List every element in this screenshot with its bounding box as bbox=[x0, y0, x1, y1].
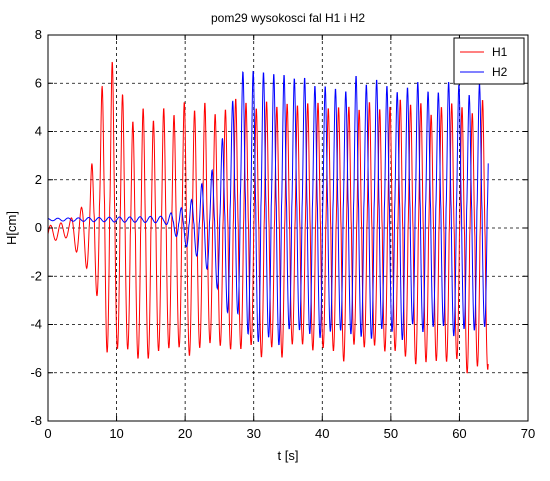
x-tick-label: 50 bbox=[384, 426, 398, 441]
y-tick-label: 2 bbox=[35, 172, 42, 187]
y-tick-label: 0 bbox=[35, 220, 42, 235]
x-tick-label: 70 bbox=[521, 426, 535, 441]
x-tick-label: 0 bbox=[44, 426, 51, 441]
legend: H1 H2 bbox=[453, 37, 525, 85]
x-tick-label: 60 bbox=[452, 426, 466, 441]
chart-title: pom29 wysokosci fal H1 i H2 bbox=[211, 11, 365, 25]
x-axis-label: t [s] bbox=[278, 448, 299, 463]
y-tick-label: -4 bbox=[30, 317, 42, 332]
x-tick-label: 40 bbox=[315, 426, 329, 441]
series-line-h2 bbox=[47, 70, 489, 346]
y-tick-label: -2 bbox=[30, 268, 42, 283]
x-tick-label: 30 bbox=[246, 426, 260, 441]
x-tick-label: 20 bbox=[178, 426, 192, 441]
y-tick-label: 8 bbox=[35, 27, 42, 42]
ticks: 0 10 20 30 40 50 60 70 -8 -6 -4 -2 0 2 4 6 8 bbox=[30, 27, 535, 441]
series-line-h1 bbox=[47, 61, 489, 374]
y-tick-label: -8 bbox=[30, 413, 42, 428]
y-tick-label: -6 bbox=[30, 365, 42, 380]
y-tick-label: 4 bbox=[35, 124, 42, 139]
y-axis-label: H[cm] bbox=[4, 211, 19, 245]
y-tick-label: 6 bbox=[35, 75, 42, 90]
legend-box bbox=[453, 37, 525, 85]
series-layer bbox=[47, 61, 489, 374]
x-tick-label: 10 bbox=[109, 426, 123, 441]
legend-label-h2: H2 bbox=[492, 65, 508, 79]
legend-label-h1: H1 bbox=[492, 45, 508, 59]
